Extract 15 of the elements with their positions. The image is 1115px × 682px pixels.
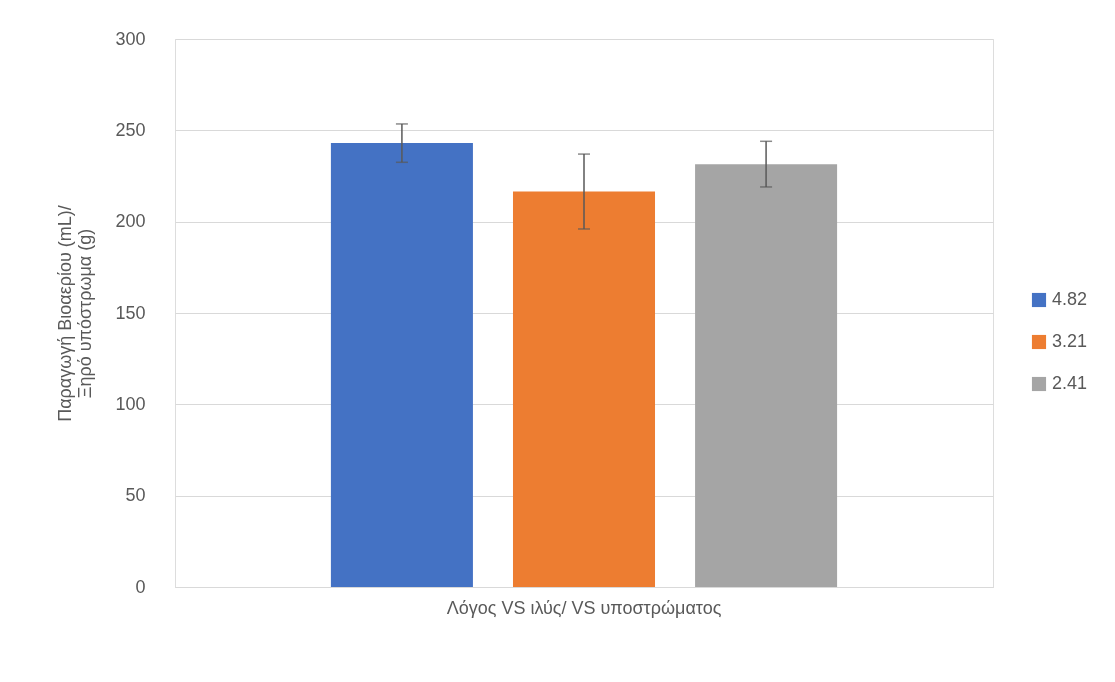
legend-label: 2.41 xyxy=(1052,373,1088,393)
y-tick-label: 150 xyxy=(115,302,146,323)
legend-label: 4.82 xyxy=(1052,289,1088,309)
y-tick-label: 300 xyxy=(115,28,146,49)
bar xyxy=(330,143,473,587)
legend-label: 3.21 xyxy=(1052,331,1088,351)
y-axis-title: Παραγωγή Βιοαερίου (mL)/ Ξηρό υπόστρωμα (g) xyxy=(55,205,96,422)
y-tick-label: 200 xyxy=(115,211,146,232)
bar xyxy=(695,164,838,587)
y-tick-label: 0 xyxy=(135,576,146,597)
bar xyxy=(512,191,656,587)
y-tick-label: 250 xyxy=(115,119,146,140)
x-tick-label: Λόγος VS ιλύς/ VS υποστρώματος xyxy=(446,597,722,618)
y-tick-label: 100 xyxy=(115,393,146,414)
y-tick-label: 50 xyxy=(125,485,146,506)
